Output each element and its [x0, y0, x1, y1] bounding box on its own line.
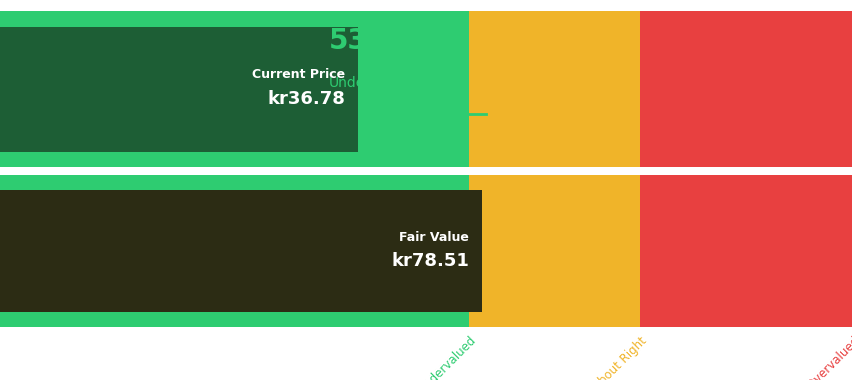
Bar — [0, 11, 469, 167]
Bar — [469, 11, 639, 167]
Text: 20% Undervalued: 20% Undervalued — [394, 334, 478, 380]
Text: kr36.78: kr36.78 — [268, 90, 345, 108]
Bar — [639, 11, 852, 167]
Bar — [639, 175, 852, 327]
Text: 53.2%: 53.2% — [328, 27, 424, 55]
Text: Undervalued: Undervalued — [328, 76, 417, 90]
Bar — [469, 175, 639, 327]
Text: Fair Value: Fair Value — [399, 231, 469, 244]
Text: About Right: About Right — [590, 334, 648, 380]
Bar — [0, 190, 481, 312]
Text: 20% Overvalued: 20% Overvalued — [783, 334, 852, 380]
Text: Current Price: Current Price — [252, 68, 345, 81]
Bar — [0, 27, 358, 152]
Text: kr78.51: kr78.51 — [391, 252, 469, 271]
Bar — [0, 175, 469, 327]
